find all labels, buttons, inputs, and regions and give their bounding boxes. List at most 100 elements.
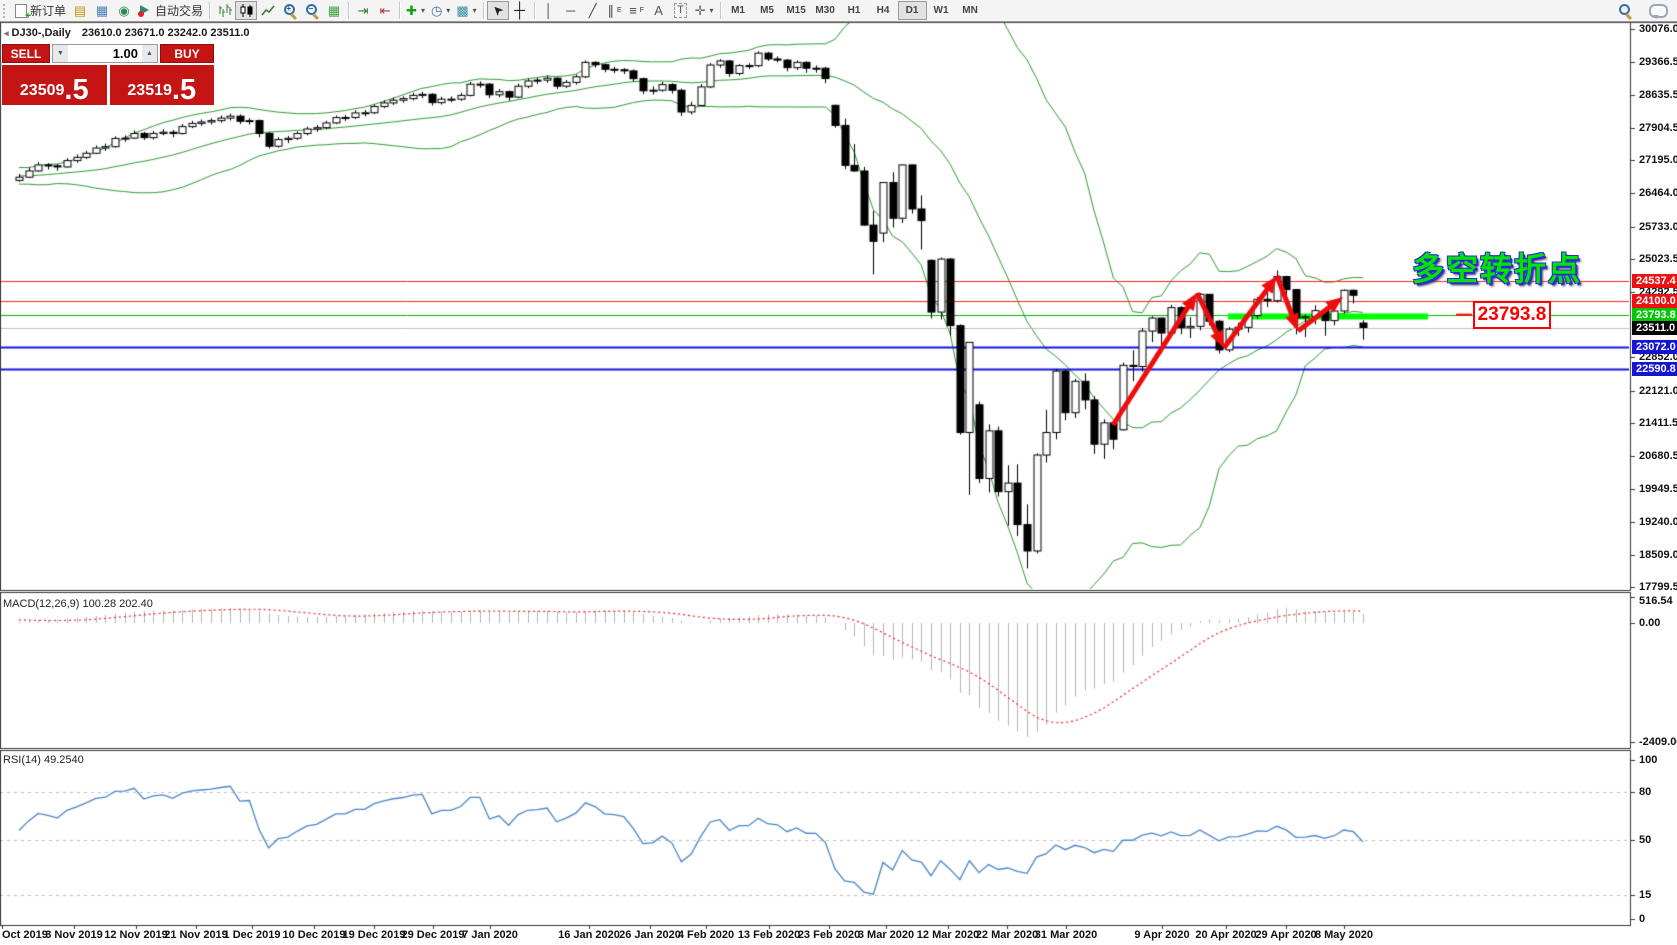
price-box-annotation[interactable]: 23793.8 [1473, 301, 1551, 329]
price-tick: 27195.0 [1639, 154, 1677, 167]
date-tick: 4 Feb 2020 [677, 929, 735, 941]
chart-title: ◂ DJ30-,Daily 23610.0 23671.0 23242.0 235… [4, 27, 250, 39]
fibonacci-button[interactable]: ≡ F [626, 1, 648, 20]
date-tick: 1 Dec 2019 [223, 929, 281, 941]
channel-icon: ∥ [607, 3, 615, 18]
arrows-icon: ✛ [694, 3, 706, 18]
price-tick: 19949.5 [1639, 483, 1677, 496]
data-window-icon: ▦ [95, 3, 109, 18]
vertical-line-icon: │ [544, 3, 553, 18]
toolbar-right [1614, 0, 1671, 21]
sell-button[interactable]: SELL [2, 44, 50, 63]
rsi-tick: 80 [1639, 785, 1652, 798]
date-tick: 3 Mar 2020 [857, 929, 915, 941]
text-tool-button[interactable]: A [648, 1, 670, 20]
buy-button[interactable]: BUY [160, 44, 214, 63]
indicators-button[interactable]: ✚ ▾ [403, 1, 428, 20]
sell-price-frac: .5 [64, 74, 89, 106]
auto-trading-button[interactable]: 自动交易 [135, 1, 206, 20]
timeframe-H1[interactable]: H1 [847, 5, 861, 16]
timeframe-MN[interactable]: MN [962, 5, 978, 16]
timeframe-M5[interactable]: M5 [760, 5, 774, 16]
date-tick: 22 Mar 2020 [975, 929, 1039, 941]
templates-button[interactable]: ▩ ▾ [453, 1, 479, 20]
crosshair-button[interactable]: ┼ [509, 1, 531, 20]
indicators-icon: ✚ [406, 3, 417, 18]
search-button[interactable] [1614, 1, 1636, 21]
turning-point-annotation: 多空转折点 [1412, 251, 1583, 287]
auto-scroll-button[interactable]: ⇥ [352, 1, 374, 20]
search-icon [1618, 3, 1633, 21]
zoom-in-button[interactable]: + [279, 1, 301, 21]
date-tick: 20 Apr 2020 [1195, 929, 1257, 941]
auto-scroll-icon: ⇥ [357, 3, 369, 18]
toolbar-separator [209, 2, 211, 19]
timeframe-W1[interactable]: W1 [933, 5, 949, 16]
crosshair-icon: ┼ [514, 2, 525, 19]
date-tick: 12 Nov 2019 [104, 929, 168, 941]
volume-up-button[interactable]: ▲ [142, 45, 157, 62]
arrows-button[interactable]: ✛ ▾ [692, 1, 717, 20]
text-tool-icon: A [654, 3, 663, 18]
text-label-button[interactable]: T [670, 1, 692, 20]
date-tick: 10 Dec 2019 [282, 929, 346, 941]
bar-chart-button[interactable] [213, 1, 235, 20]
tile-windows-button[interactable]: ▦ [323, 1, 345, 20]
date-tick: 8 May 2020 [1314, 929, 1374, 941]
market-watch-button[interactable]: ▤ [69, 1, 91, 20]
price-tick: 28635.5 [1639, 88, 1677, 101]
timeframe-M15[interactable]: M15 [786, 5, 806, 16]
cursor-button[interactable]: ➤ [486, 1, 509, 20]
one-click-trading-panel: SELL ▼ ▲ BUY 23509 .5 23519 .5 [2, 44, 214, 105]
periods-button[interactable]: ◷ ▾ [428, 1, 453, 20]
buy-price-panel[interactable]: 23519 .5 [109, 65, 214, 105]
date-tick: 31 Mar 2020 [1034, 929, 1098, 941]
price-tag: 24537.4 [1632, 273, 1677, 288]
macd-tick: 516.54 [1639, 595, 1673, 607]
price-tag: 23793.8 [1632, 307, 1677, 322]
channel-button[interactable]: ∥ E [604, 1, 626, 20]
auto-trading-icon [138, 4, 152, 17]
timeframe-H4[interactable]: H4 [876, 5, 890, 16]
price-tick: 20680.5 [1639, 450, 1677, 463]
price-tick: 26464.0 [1639, 187, 1677, 200]
toolbar-separator [533, 2, 535, 19]
new-order-button[interactable]: 新订单 [12, 1, 69, 22]
price-tick: 19240.0 [1639, 515, 1677, 528]
text-label-icon: T [674, 3, 687, 18]
timeframe-D1[interactable]: D1 [897, 1, 927, 20]
buy-price-main: 23519 [127, 82, 172, 99]
chart-shift-icon: ⇤ [379, 3, 391, 18]
date-tick: 26 Jan 2020 [619, 929, 681, 941]
zoom-out-button[interactable]: − [301, 1, 323, 21]
data-window-button[interactable]: ▦ [91, 1, 113, 20]
chat-button[interactable] [1646, 1, 1671, 20]
chat-icon [1649, 3, 1668, 19]
volume-input[interactable] [68, 45, 142, 62]
toolbar: 新订单 ▤ ▦ ◉ 自动交易 + − ▦ ⇥ ⇤ ✚▾ ◷▾ ▩▾ ➤ ┼ │ [0, 0, 1677, 22]
toolbar-separator [719, 2, 721, 19]
sell-price-main: 23509 [19, 82, 65, 99]
date-tick: 29 Apr 2020 [1255, 929, 1317, 941]
price-tick: 22121.0 [1639, 384, 1677, 397]
zoom-out-icon: − [305, 3, 320, 21]
sell-price-panel[interactable]: 23509 .5 [2, 65, 107, 105]
vertical-line-button[interactable]: │ [538, 1, 560, 20]
candlestick-chart-button[interactable] [235, 1, 258, 20]
trendline-button[interactable]: ╱ [582, 1, 604, 20]
chart-shift-button[interactable]: ⇤ [374, 1, 396, 20]
timeframe-M1[interactable]: M1 [731, 5, 745, 16]
date-tick: 21 Nov 2019 [164, 929, 228, 941]
line-chart-button[interactable] [257, 1, 279, 20]
horizontal-line-button[interactable]: ─ [560, 1, 582, 20]
date-tick: 12 Mar 2020 [916, 929, 980, 941]
market-watch-icon: ▤ [73, 3, 87, 18]
chevron-down-icon: ▾ [472, 6, 477, 15]
volume-down-button[interactable]: ▼ [53, 45, 68, 62]
navigator-button[interactable]: ◉ [113, 1, 135, 20]
macd-tick: -2409.06 [1639, 735, 1677, 748]
timeframe-M30[interactable]: M30 [815, 5, 835, 16]
price-tag: 23511.0 [1632, 320, 1677, 335]
